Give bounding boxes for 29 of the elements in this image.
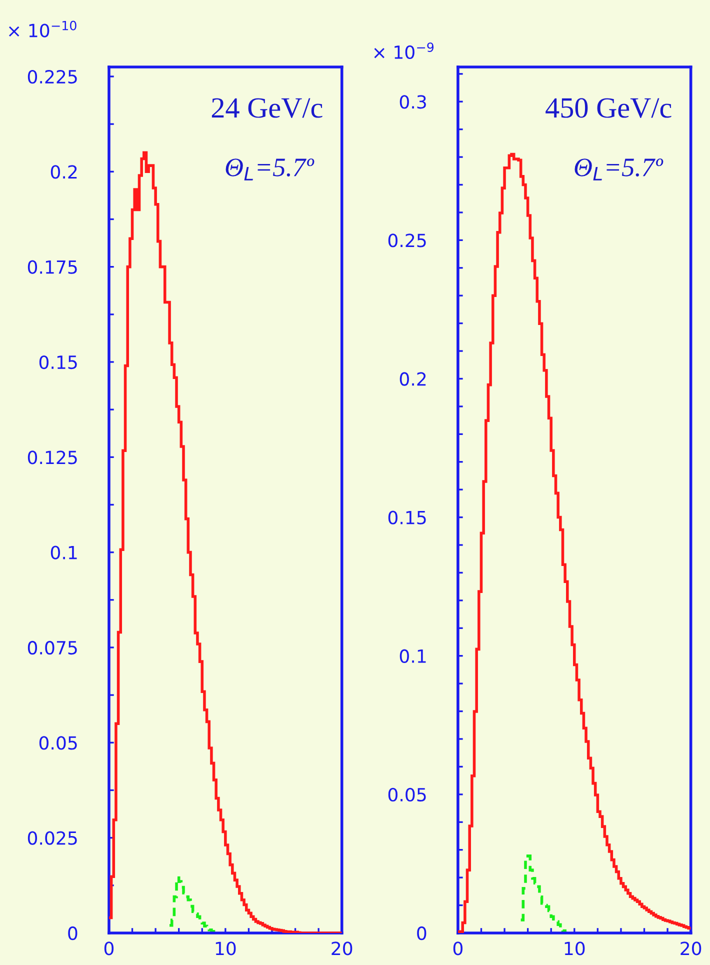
y-tick-label: 0.225 xyxy=(28,70,77,84)
text: Θ$_{L}$=5.7º xyxy=(226,158,314,180)
x-tick-label: 10 xyxy=(216,942,236,956)
y-tick-label: 0 xyxy=(417,926,426,940)
y-tick-label: 0.2 xyxy=(400,372,426,386)
text: 450 GeV/c xyxy=(546,98,672,118)
y-tick-label: 0.2 xyxy=(50,165,77,179)
y-tick-label: 0.125 xyxy=(28,450,77,464)
x-tick-label: 10 xyxy=(564,942,585,956)
y-tick-label: 0.3 xyxy=(400,95,426,109)
x-tick-label: 20 xyxy=(332,942,352,956)
x-tick-label: 20 xyxy=(680,942,702,956)
y-tick-label: 0.025 xyxy=(28,831,77,845)
y-tick-label: 0.25 xyxy=(388,234,426,248)
y-tick-label: 0.05 xyxy=(388,788,426,802)
text: Θ$_{L}$=5.7º xyxy=(574,158,664,180)
y-tick-label: 0.05 xyxy=(39,736,77,750)
x-tick-label: 0 xyxy=(104,942,114,956)
y-tick-label: 0.15 xyxy=(388,510,426,524)
y-tick-label: 0.175 xyxy=(28,260,77,274)
text: × 10$^{−9}$ xyxy=(374,42,434,60)
text: 24 GeV/c xyxy=(212,98,322,118)
x-tick-label: 0 xyxy=(453,942,462,956)
y-tick-label: 0 xyxy=(68,926,78,940)
text: × 10$^{−10}$ xyxy=(8,20,76,38)
y-tick-label: 0.1 xyxy=(400,649,426,663)
y-tick-label: 0.1 xyxy=(50,546,77,560)
y-tick-label: 0.15 xyxy=(39,355,77,370)
y-tick-label: 0.075 xyxy=(28,640,77,655)
